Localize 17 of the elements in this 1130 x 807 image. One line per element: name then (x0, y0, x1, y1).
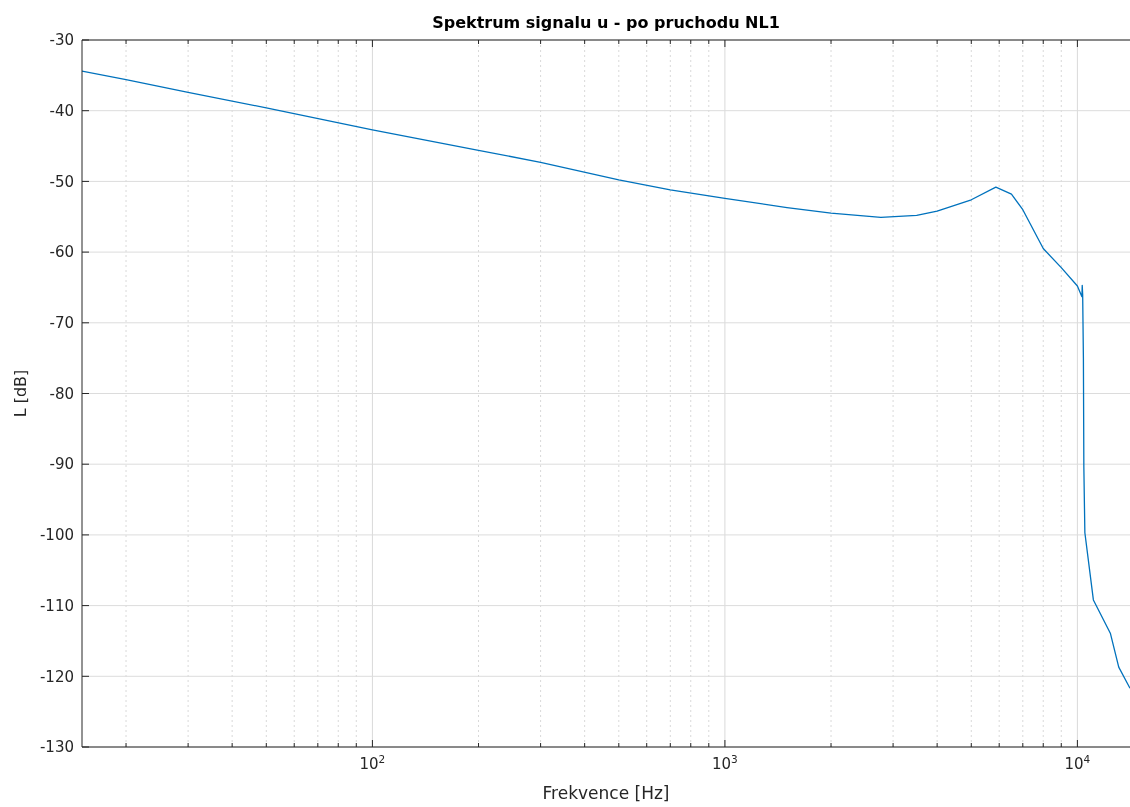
y-axis-title: L [dB] (11, 369, 30, 418)
x-tick-label: 10$^{4}$ (1064, 753, 1091, 773)
y-tick-label: -40 (49, 101, 74, 120)
y-tick-label: -30 (49, 31, 74, 50)
x-tick-label: 10$^{3}$ (712, 753, 738, 773)
y-tick-label: -80 (49, 384, 74, 403)
chart-title: Spektrum signalu u - po pruchodu NL1 (432, 13, 780, 32)
y-tick-label: -100 (39, 526, 74, 545)
y-tick-label: -130 (39, 738, 74, 757)
y-tick-label: -90 (49, 455, 74, 474)
x-axis-title: Frekvence [Hz] (542, 783, 670, 803)
y-tick-label: -50 (49, 172, 74, 191)
x-tick-label: 10$^{2}$ (359, 753, 386, 773)
y-tick-label: -60 (49, 243, 74, 262)
y-tick-label: -120 (39, 667, 74, 686)
y-tick-label: -70 (49, 314, 74, 333)
y-tick-label: -110 (39, 596, 74, 615)
